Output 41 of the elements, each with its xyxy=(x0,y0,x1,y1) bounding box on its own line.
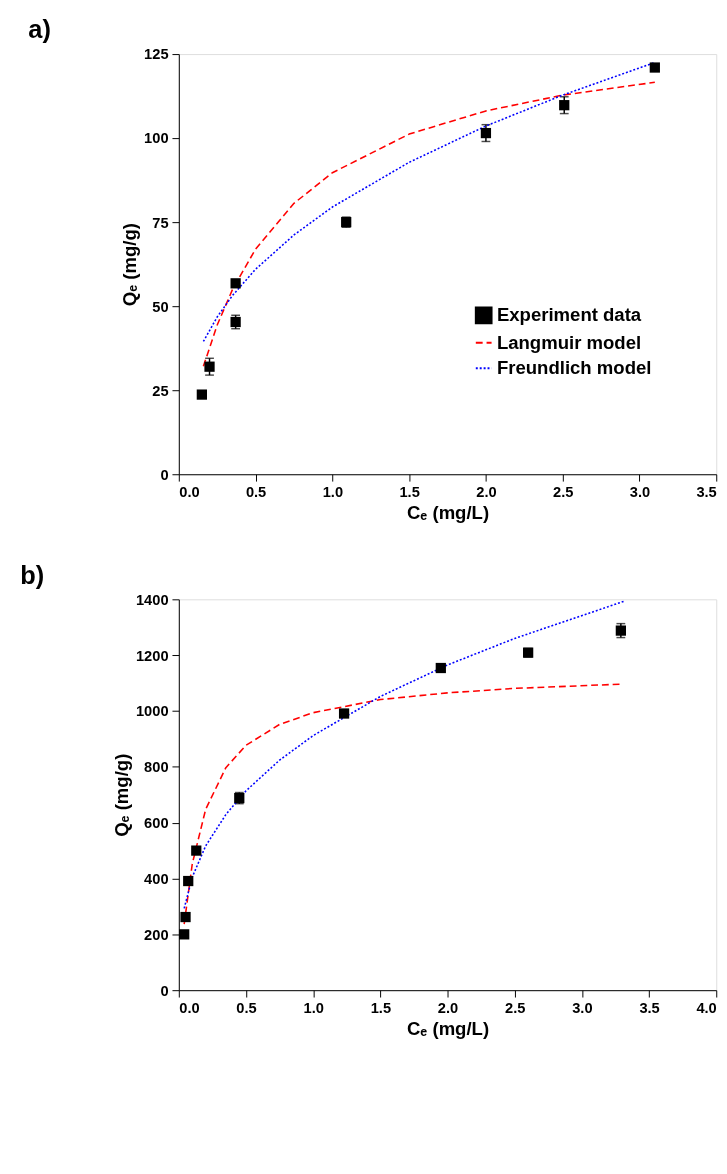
y-tick-label: 100 xyxy=(144,130,169,147)
x-tick-label: 3.5 xyxy=(696,484,717,501)
x-axis-title: Cₑ (mg/L) xyxy=(406,501,490,523)
y-tick-label: 50 xyxy=(152,298,169,315)
y-tick-label: 125 xyxy=(144,46,169,63)
x-tick-label: 0.0 xyxy=(179,484,200,501)
x-tick-label: 2.5 xyxy=(553,484,574,501)
x-tick-label: 2.5 xyxy=(505,1000,526,1017)
x-tick-label: 1.5 xyxy=(399,484,420,501)
y-tick-label: 1400 xyxy=(135,591,169,608)
legend-label: Freundlich model xyxy=(496,357,652,379)
y-tick-label: 0 xyxy=(160,466,169,483)
chart-title: b) xyxy=(20,560,45,589)
x-tick-label: 4.0 xyxy=(696,1000,717,1017)
y-tick-label: 25 xyxy=(152,382,169,399)
y-tick-label: 400 xyxy=(144,870,169,887)
y-tick-label: 200 xyxy=(144,926,169,943)
y-tick-label: 1200 xyxy=(135,647,169,664)
x-tick-label: 2.0 xyxy=(476,484,497,501)
x-tick-label: 0.5 xyxy=(245,484,267,501)
x-tick-label: 3.0 xyxy=(629,484,651,501)
y-axis-title: Qₑ (mg/g) xyxy=(111,753,133,837)
x-axis-title: Cₑ (mg/L) xyxy=(406,1017,490,1039)
x-tick-label: 0.5 xyxy=(236,1000,257,1017)
y-tick-label: 0 xyxy=(160,982,169,999)
legend-label: Langmuir model xyxy=(496,331,642,353)
chart-title: a) xyxy=(28,15,51,44)
x-tick-label: 3.5 xyxy=(639,1000,660,1017)
x-tick-label: 3.0 xyxy=(572,1000,593,1017)
x-tick-label: 1.0 xyxy=(322,484,344,501)
y-tick-label: 600 xyxy=(144,815,169,832)
x-tick-label: 0.0 xyxy=(179,1000,200,1017)
line-series xyxy=(183,600,626,910)
legend-label: Experiment data xyxy=(496,304,642,326)
y-axis-title: Qₑ (mg/g) xyxy=(119,223,141,307)
y-tick-label: 75 xyxy=(152,214,169,231)
x-tick-label: 1.5 xyxy=(370,1000,392,1017)
y-tick-label: 800 xyxy=(144,759,169,776)
x-tick-label: 2.0 xyxy=(437,1000,459,1017)
x-tick-label: 1.0 xyxy=(303,1000,324,1017)
y-tick-label: 1000 xyxy=(135,703,169,720)
